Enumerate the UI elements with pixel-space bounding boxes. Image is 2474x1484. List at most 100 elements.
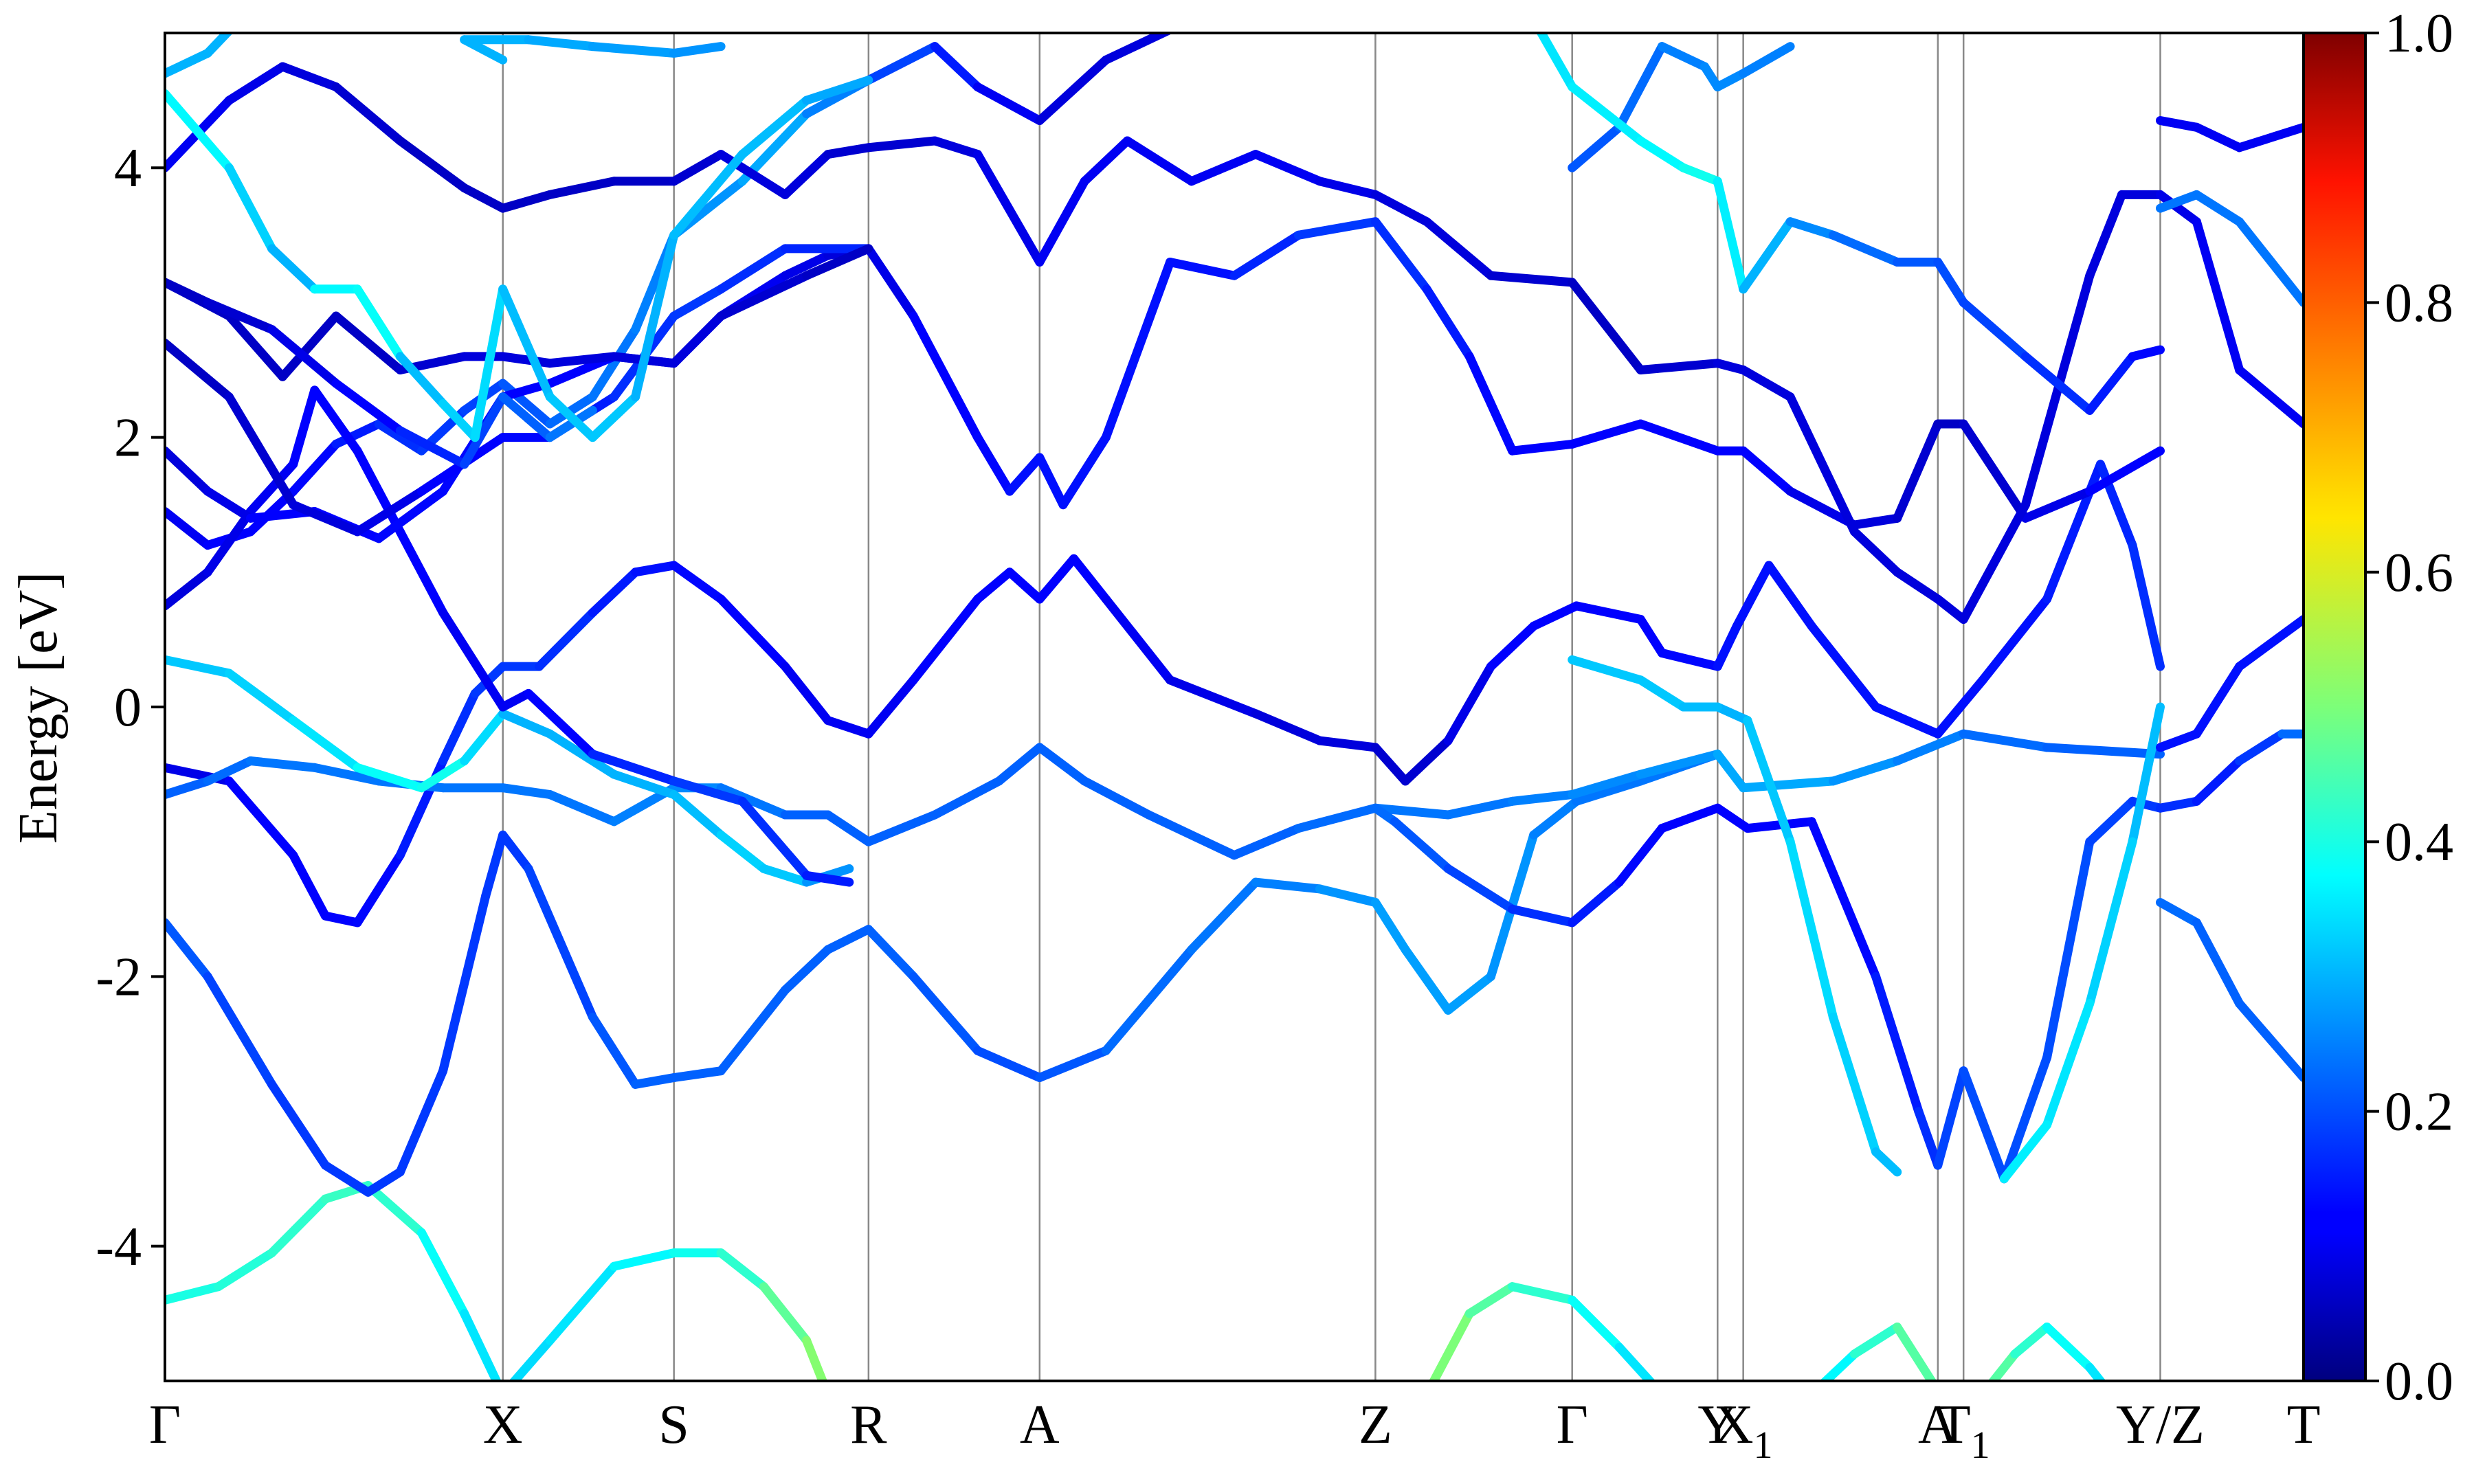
band-segment <box>395 1066 448 1177</box>
band-segment <box>2042 837 2095 1062</box>
band-segment <box>438 891 491 1076</box>
colorbar-ticks: 0.0 0.2 0.4 0.6 0.8 1.0 <box>2365 3 2453 1412</box>
band-segment <box>1508 1282 1577 1305</box>
band-segment <box>1229 824 1303 860</box>
band-segment <box>1536 33 1577 91</box>
band-segment <box>1229 230 1303 280</box>
band-15 <box>460 35 726 65</box>
band-segment <box>438 688 480 765</box>
band-segment <box>1568 877 1624 928</box>
band-18 <box>1819 1323 1937 1381</box>
band-segment <box>224 62 287 105</box>
band-segment <box>1739 446 1795 496</box>
band-segment <box>1871 971 1924 1116</box>
band-segment <box>545 392 597 442</box>
band-segment <box>716 783 790 820</box>
band-segment <box>165 567 212 611</box>
band-segment <box>1568 655 1645 685</box>
band-segment <box>1443 796 1517 820</box>
band-segment <box>1251 709 1324 745</box>
band-segment <box>1144 810 1239 860</box>
band-segment <box>2010 1323 2052 1359</box>
band-segment <box>2128 541 2165 671</box>
band-11 <box>165 62 2304 624</box>
band-segment <box>2192 190 2244 227</box>
band-segment <box>524 688 597 759</box>
band-segment <box>2042 460 2105 604</box>
band-segment <box>669 150 747 240</box>
band-segment <box>2020 271 2095 510</box>
band-segment <box>1187 150 1260 186</box>
band-segment <box>1058 433 1111 510</box>
band-segment <box>224 311 287 381</box>
band-segment <box>1636 136 1688 172</box>
band-segment <box>1486 621 1539 671</box>
band-segment <box>2085 1362 2106 1381</box>
k-point-label: Y/Z <box>2116 1395 2205 1455</box>
band-segment <box>588 392 640 442</box>
band-segment <box>535 608 597 671</box>
band-segment <box>1035 1046 1111 1082</box>
band-segment <box>2085 796 2137 846</box>
band-segment <box>545 405 597 442</box>
band-segment <box>909 594 983 685</box>
k-point-label: R <box>850 1395 887 1455</box>
band-segment <box>1614 824 1667 887</box>
band-16 <box>509 1248 827 1381</box>
band-segment <box>1035 554 1079 604</box>
band-8 <box>165 217 2165 543</box>
band-5 <box>1370 729 2304 1184</box>
band-segment <box>2128 702 2165 846</box>
band-segment <box>588 750 679 786</box>
band-segment <box>2235 217 2304 307</box>
band-segment <box>267 244 320 294</box>
band-segment <box>2020 486 2095 523</box>
band-segment <box>1636 750 1722 779</box>
band-segment <box>781 945 833 995</box>
k-point-label: Y <box>1697 1395 1737 1455</box>
band-segment <box>320 1160 373 1197</box>
band-segment <box>669 790 726 840</box>
band-segment <box>353 284 405 361</box>
band-segment <box>1785 217 1838 240</box>
band-segment <box>416 1228 469 1318</box>
band-segment <box>498 783 555 799</box>
band-segment <box>203 297 277 335</box>
band-segment <box>1529 601 1581 631</box>
band-segment <box>2156 190 2201 213</box>
band-segment <box>669 776 747 806</box>
band-segment <box>1035 453 1068 510</box>
band-segment <box>1636 615 1667 657</box>
band-segment <box>631 230 679 402</box>
band-14 <box>165 76 873 442</box>
band-segment <box>1568 769 1645 799</box>
band-segment <box>224 163 277 254</box>
band-segment <box>545 1261 618 1345</box>
band-segment <box>2156 898 2201 928</box>
band-segment <box>460 183 508 213</box>
band-segment <box>545 392 597 429</box>
band-segment <box>2085 190 2126 280</box>
band-segment <box>289 716 362 772</box>
band-segment <box>1828 1012 1881 1156</box>
band-segment <box>310 385 362 456</box>
band-segment <box>498 830 533 873</box>
band-segment <box>1370 898 1410 954</box>
band-segment <box>864 244 918 321</box>
band-segment <box>823 716 873 739</box>
band-segment <box>1486 271 1577 287</box>
band-segment <box>1035 177 1089 267</box>
band-13 <box>165 33 234 78</box>
band-segment <box>165 446 212 496</box>
band-12 <box>165 278 597 469</box>
band-segment <box>1987 1349 2020 1381</box>
band-19 <box>1987 1323 2106 1381</box>
band-22 <box>1568 655 1722 712</box>
band-segment <box>973 82 1045 125</box>
band-9 <box>165 244 873 537</box>
band-segment <box>716 271 812 321</box>
band-segment <box>165 1282 223 1305</box>
band-segment <box>1035 55 1111 125</box>
band-segment <box>1713 750 1748 793</box>
